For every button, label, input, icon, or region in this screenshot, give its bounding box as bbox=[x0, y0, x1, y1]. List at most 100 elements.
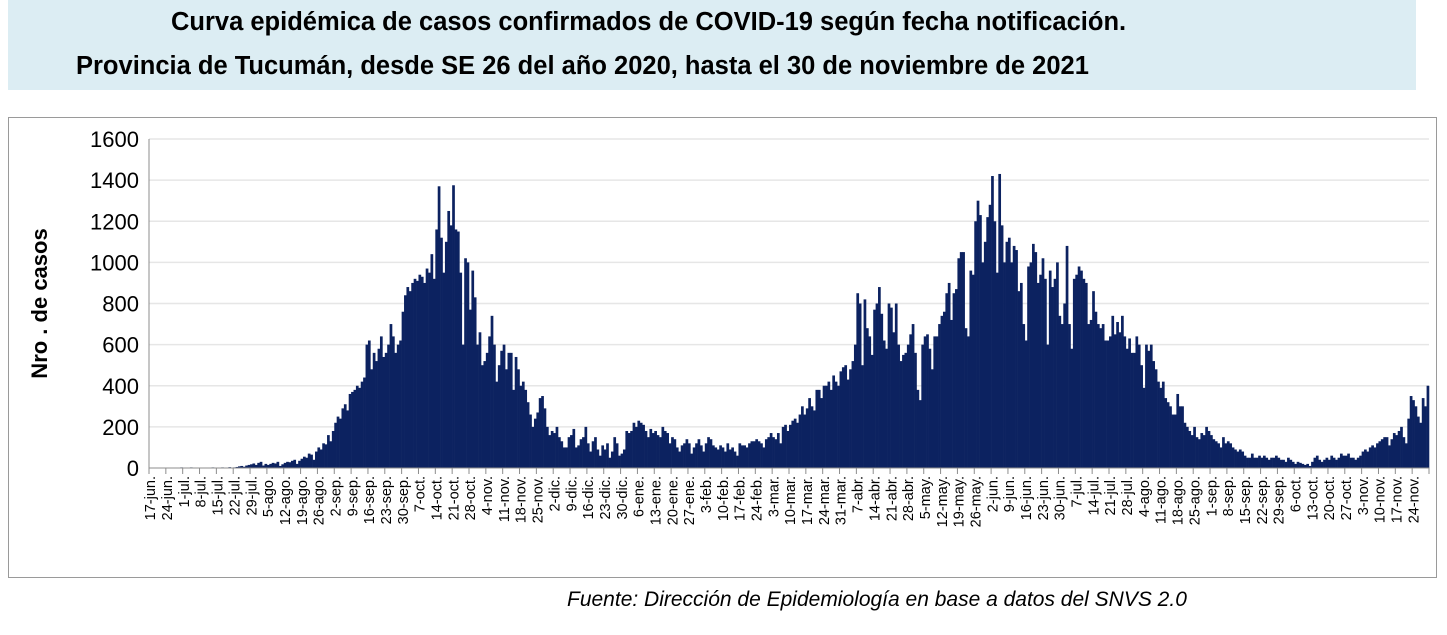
bar bbox=[784, 424, 787, 468]
bar bbox=[1111, 315, 1115, 468]
bar bbox=[675, 447, 679, 468]
bar bbox=[1060, 324, 1064, 468]
bar bbox=[392, 336, 395, 468]
x-tick-label: 2-sep. bbox=[328, 476, 344, 516]
bar bbox=[940, 315, 944, 468]
bar bbox=[254, 464, 258, 468]
x-tick-label: 21-abr. bbox=[884, 476, 900, 521]
x-tick-label: 10-feb. bbox=[716, 476, 732, 521]
bar bbox=[1337, 457, 1341, 468]
bar bbox=[238, 466, 241, 468]
x-tick-label: 9-jun. bbox=[1002, 476, 1018, 512]
bar bbox=[606, 443, 609, 468]
bar bbox=[1404, 443, 1408, 468]
bar bbox=[435, 229, 439, 468]
bar bbox=[1000, 225, 1004, 468]
bar bbox=[589, 451, 593, 468]
bar bbox=[661, 426, 665, 468]
bar bbox=[993, 221, 997, 468]
bar bbox=[343, 404, 347, 468]
bar bbox=[430, 254, 434, 468]
bar bbox=[1234, 449, 1237, 468]
bar bbox=[630, 430, 633, 468]
bar bbox=[420, 276, 424, 468]
bar bbox=[485, 352, 489, 468]
x-tick-label: 24-mar. bbox=[817, 476, 833, 525]
x-tick-label: 6-oct. bbox=[1288, 476, 1304, 512]
bar bbox=[245, 465, 248, 468]
x-tick-label: 22-jul. bbox=[227, 476, 243, 516]
bar bbox=[622, 449, 626, 468]
bar bbox=[695, 443, 698, 468]
bar bbox=[408, 291, 412, 468]
bar bbox=[714, 447, 718, 468]
bar bbox=[473, 297, 477, 468]
bar bbox=[509, 352, 513, 468]
bar bbox=[1419, 422, 1423, 468]
x-tick-label: 5-ago. bbox=[261, 476, 277, 517]
bar bbox=[668, 443, 672, 468]
bar bbox=[1039, 274, 1042, 468]
bar bbox=[1032, 243, 1035, 468]
bar bbox=[545, 426, 549, 468]
bar bbox=[1409, 396, 1413, 468]
bar bbox=[456, 231, 460, 468]
x-tick-label: 16-sep. bbox=[362, 476, 378, 524]
bar bbox=[1383, 437, 1386, 468]
bar bbox=[1359, 455, 1362, 468]
bar bbox=[849, 369, 852, 468]
bar bbox=[1082, 278, 1086, 468]
bar bbox=[548, 435, 552, 468]
bar bbox=[1147, 350, 1151, 468]
bar bbox=[1075, 274, 1079, 468]
bar bbox=[786, 430, 790, 468]
bar bbox=[935, 336, 939, 468]
bar bbox=[418, 274, 422, 468]
bar bbox=[478, 332, 482, 468]
bar bbox=[353, 389, 357, 468]
bar bbox=[938, 324, 941, 468]
bar bbox=[307, 453, 311, 468]
bar bbox=[517, 369, 520, 468]
bar bbox=[406, 287, 410, 468]
bar bbox=[909, 334, 913, 468]
bar bbox=[1101, 324, 1105, 468]
bar bbox=[942, 311, 946, 468]
bar bbox=[627, 433, 631, 468]
bar bbox=[844, 365, 848, 468]
bar bbox=[582, 437, 585, 468]
bar bbox=[827, 381, 831, 468]
bar bbox=[1036, 282, 1040, 468]
x-tick-label: 23-jun. bbox=[1036, 476, 1052, 520]
bar bbox=[1140, 365, 1143, 468]
bar bbox=[933, 336, 937, 468]
bar bbox=[1275, 455, 1278, 468]
bar bbox=[1024, 340, 1028, 468]
bar bbox=[887, 303, 891, 468]
y-tick-label: 1000 bbox=[90, 250, 139, 275]
bar bbox=[1099, 328, 1103, 468]
bar bbox=[610, 451, 614, 468]
bar bbox=[288, 462, 292, 468]
bar bbox=[413, 278, 417, 468]
x-tick-label: 13-oct. bbox=[1305, 476, 1321, 520]
bar bbox=[1169, 406, 1172, 468]
bar bbox=[1424, 406, 1427, 468]
bar bbox=[680, 445, 684, 468]
source-note: Fuente: Dirección de Epidemiología en ba… bbox=[567, 588, 1187, 611]
bar bbox=[1402, 437, 1406, 468]
bar bbox=[257, 462, 260, 468]
bar bbox=[452, 185, 455, 468]
title-line-2: Provincia de Tucumán, desde SE 26 del añ… bbox=[76, 52, 1089, 80]
bar bbox=[524, 389, 528, 468]
bar bbox=[1053, 278, 1057, 468]
bar bbox=[1270, 457, 1273, 468]
x-tick-label: 29-jul. bbox=[244, 476, 260, 516]
bar bbox=[637, 420, 641, 468]
bar bbox=[762, 447, 766, 468]
bar bbox=[945, 293, 949, 468]
bar bbox=[1262, 455, 1266, 468]
bar bbox=[235, 466, 239, 468]
bar bbox=[1210, 435, 1213, 468]
bar bbox=[1390, 439, 1394, 468]
